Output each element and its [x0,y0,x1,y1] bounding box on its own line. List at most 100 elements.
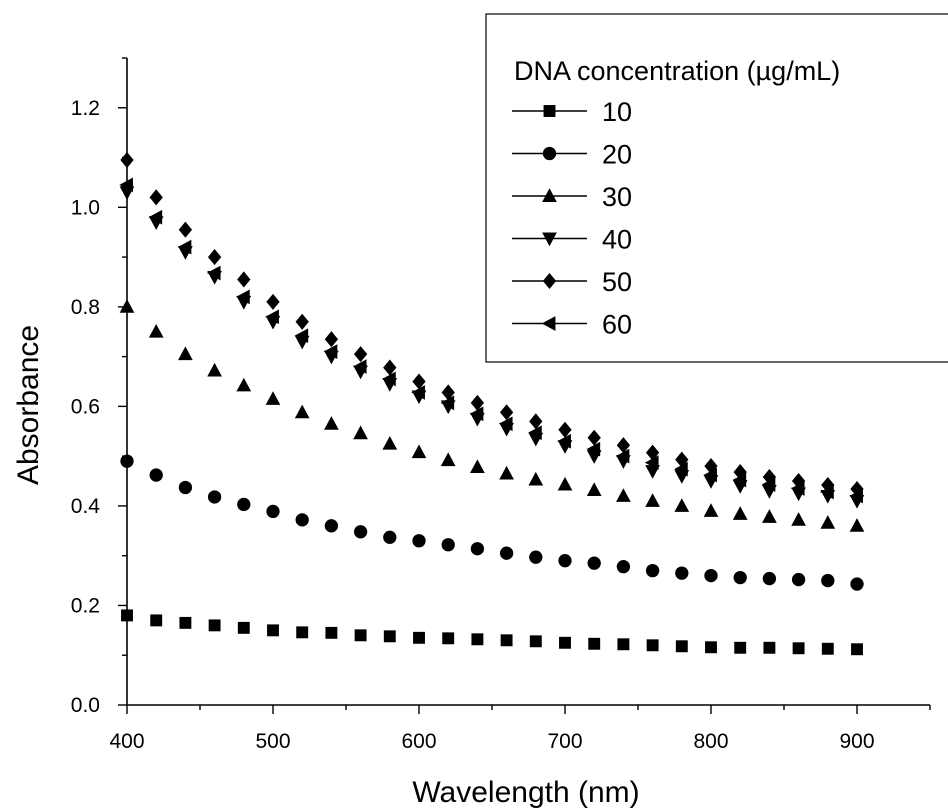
data-point [267,624,279,637]
data-point [821,642,834,655]
legend-box [485,13,948,363]
data-point [820,484,834,500]
data-point [265,391,281,405]
legend-label: 30 [602,182,632,212]
data-point [558,421,572,438]
legend-entry-40: 40 [512,225,632,255]
data-point [617,638,630,651]
data-point [557,476,573,491]
data-point [265,309,279,325]
data-point [207,490,222,504]
tick-group: 400 500 600 700 800 900 0.0 0.2 0.4 0.6 0.8 1.0 1.2 [71,57,931,753]
data-point [703,503,719,517]
data-point [705,641,717,654]
legend-entry-30: 30 [512,182,632,212]
data-point [675,566,689,580]
data-point [411,444,427,459]
data-point [441,538,455,552]
legend-marker-triangle-up [542,188,557,202]
data-point [733,570,747,585]
y-tick-label: 1.2 [71,97,100,120]
data-point [383,530,397,544]
series-60 [119,177,863,504]
legend-entry-50: 50 [512,267,632,297]
data-point [616,488,631,502]
data-point [412,373,426,390]
data-point [120,454,134,468]
data-point [470,459,485,474]
data-point [762,509,777,523]
data-point [178,221,193,238]
data-point [120,151,134,169]
x-tick-label: 600 [401,730,436,753]
data-point [470,542,485,556]
data-point [586,441,601,457]
series-30 [119,299,865,532]
data-point [266,504,280,519]
data-point [587,556,601,570]
data-point [442,632,455,645]
data-point [353,525,368,539]
data-point [177,239,192,255]
data-point [734,641,747,654]
data-point [674,498,690,512]
data-point [148,209,163,225]
data-point [382,436,398,450]
x-tick-label: 700 [547,730,582,753]
data-point [821,476,835,494]
data-point [588,637,601,650]
data-point [791,512,806,526]
data-point [440,452,456,467]
data-point [851,643,863,656]
data-point [352,359,367,374]
y-tick-label: 0.6 [71,395,100,418]
data-point [559,636,571,649]
data-point [149,468,163,482]
data-point [499,404,514,421]
data-point [850,577,864,591]
data-point [353,425,368,440]
data-point [150,614,163,627]
data-point [763,641,776,654]
legend: DNA concentration (µg/mL) 10 20 30 40 50 60 [485,13,948,363]
data-point [732,506,748,520]
data-point [179,616,192,629]
data-point [411,385,425,400]
data-point [148,324,164,338]
data-point [499,465,514,480]
data-point [294,404,310,419]
data-point [324,416,339,430]
data-point [413,631,425,644]
data-point [236,289,250,305]
data-point [586,482,602,496]
data-point [529,635,542,648]
legend-label: 20 [602,140,632,170]
data-point [471,633,484,646]
y-tick-label: 0.4 [71,495,101,518]
data-point [528,471,544,486]
data-point [792,642,805,655]
data-point [178,346,193,361]
data-point [296,626,309,639]
data-point [703,467,717,483]
y-axis-title: Absorbance [12,325,45,485]
legend-title: DNA concentration (µg/mL) [514,56,840,86]
data-point [849,488,863,504]
series-20 [120,454,864,591]
data-point [441,384,455,401]
x-tick-label: 900 [839,730,874,753]
data-point [791,472,806,490]
data-markers [119,151,865,656]
data-point [469,406,484,422]
data-point [558,554,572,568]
data-point [704,568,718,583]
legend-entry-60: 60 [512,310,632,340]
data-point [645,493,660,507]
data-point [557,433,571,449]
data-point [325,626,338,639]
data-point [821,573,835,588]
data-point [791,572,806,587]
data-point [208,619,221,632]
data-point [383,630,396,643]
